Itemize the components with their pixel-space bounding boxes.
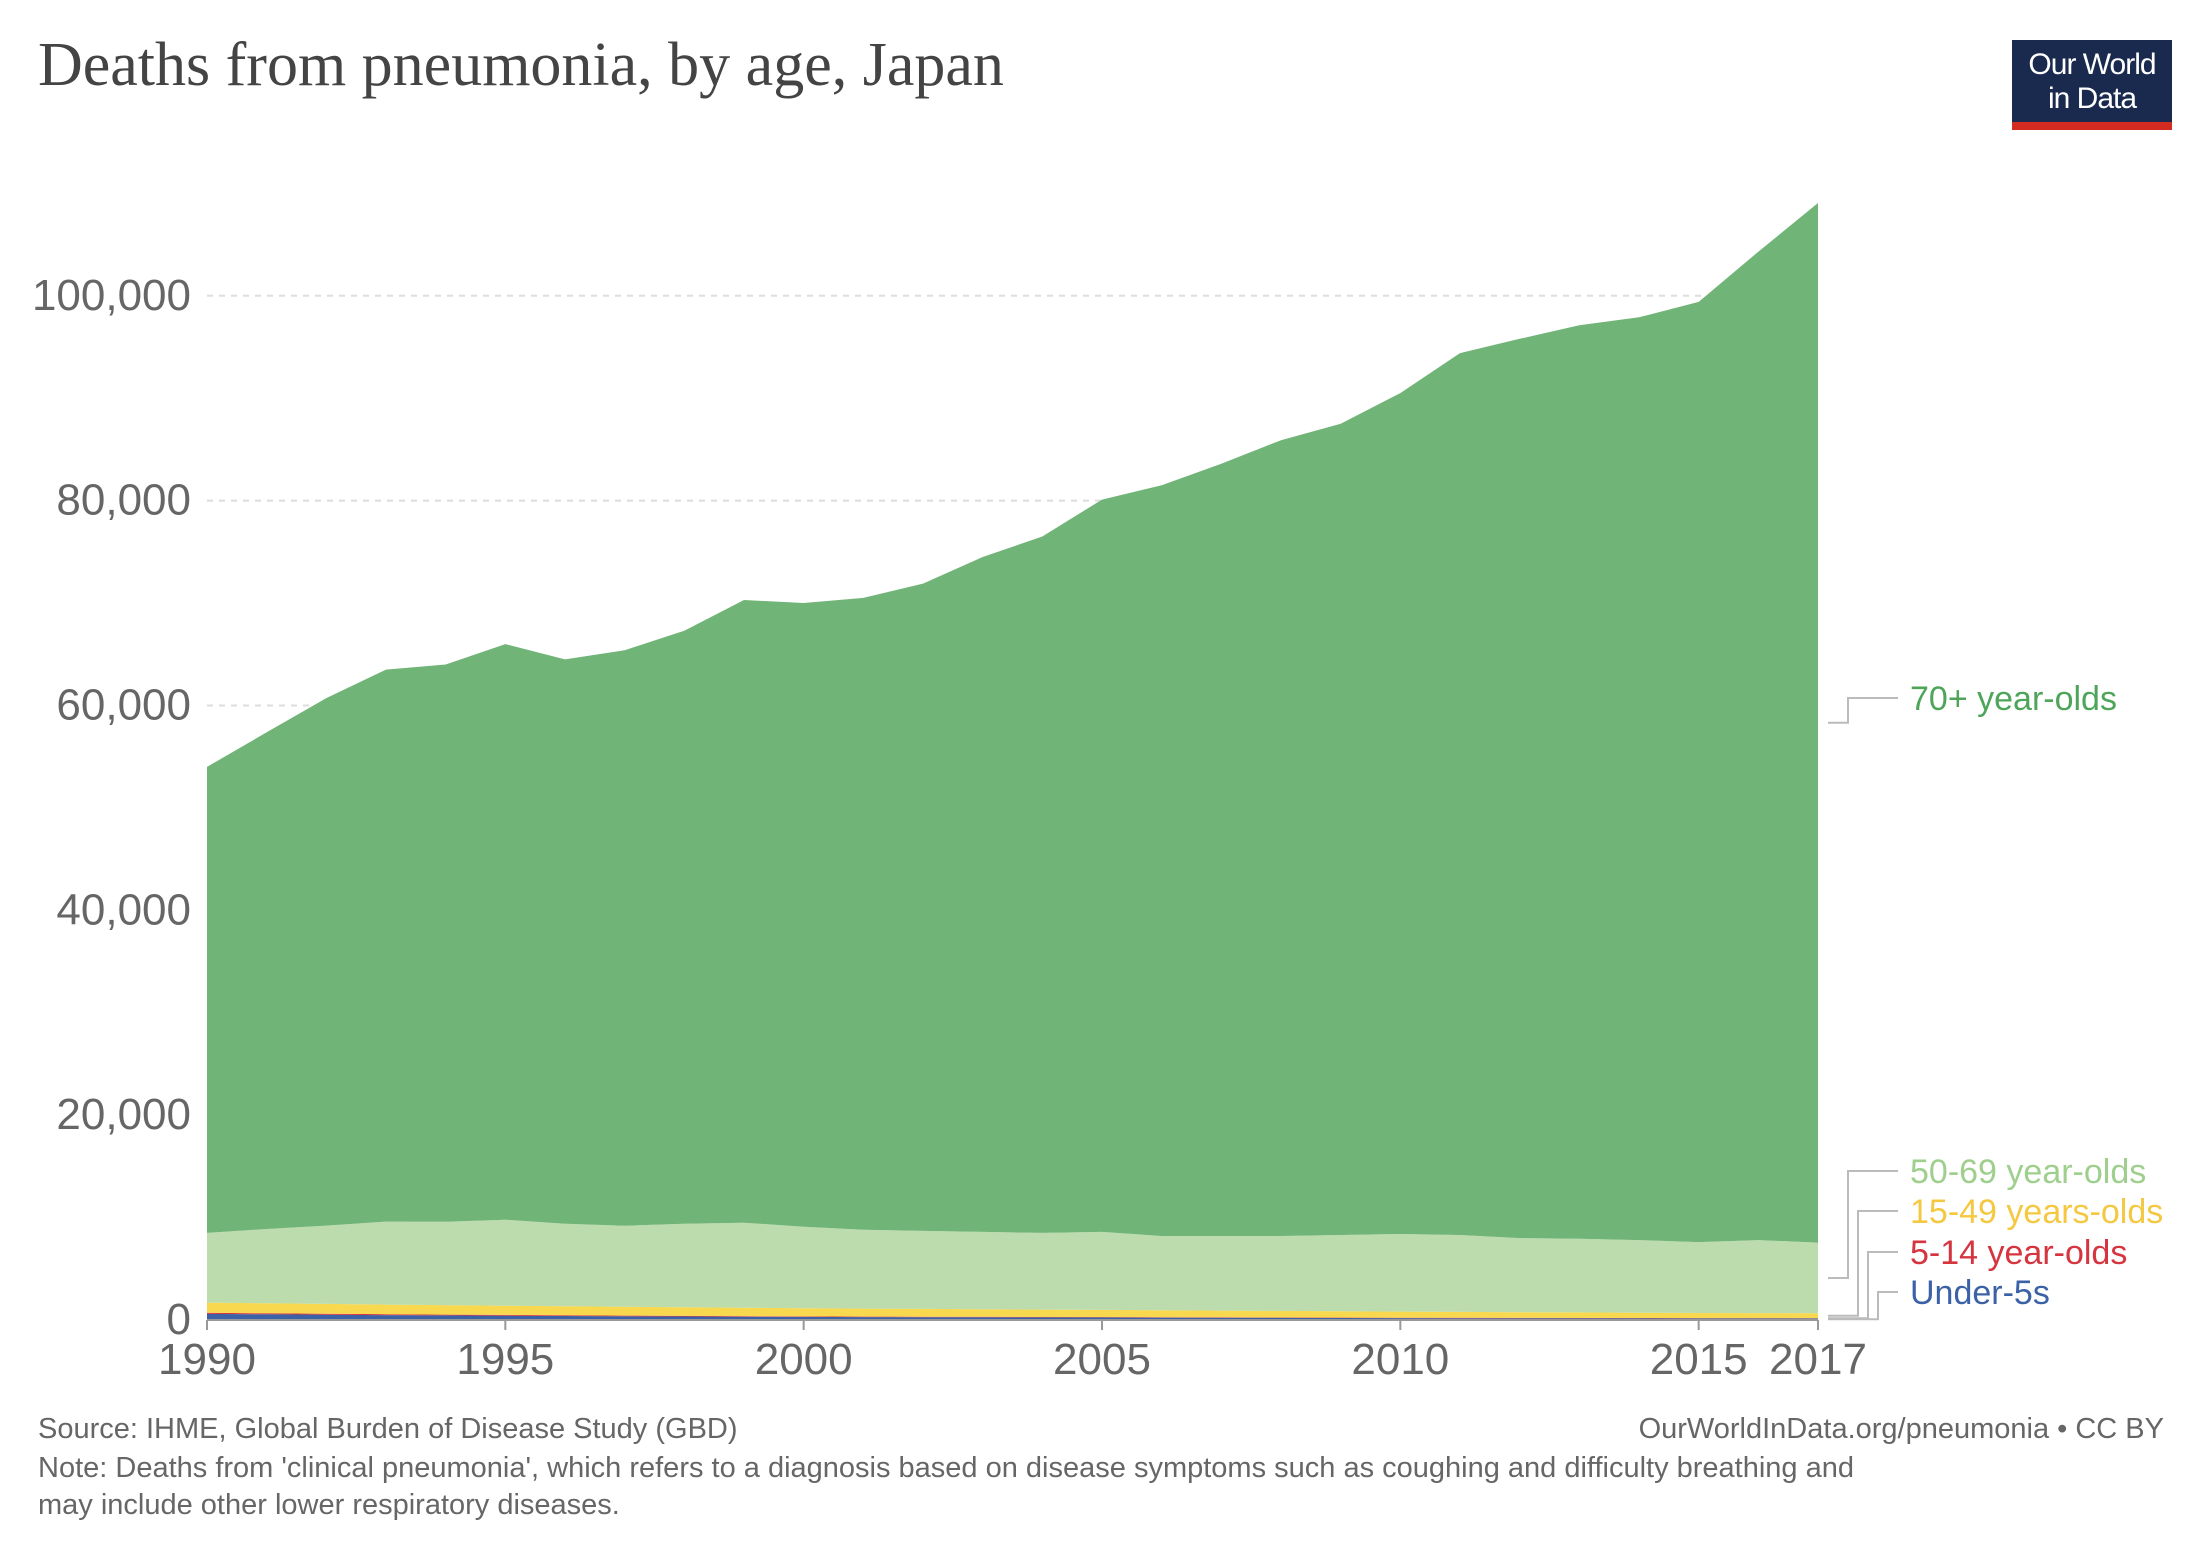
source-text: Source: IHME, Global Burden of Disease S… [38, 1413, 738, 1445]
legend-label: 70+ year-olds [1910, 680, 2117, 718]
legend-connector [1828, 1251, 1898, 1320]
x-tick-label: 2005 [1053, 1335, 1151, 1384]
area-70-year-olds [207, 203, 1818, 1243]
area-15-49-years-olds [207, 1302, 1818, 1319]
note-line-2: may include other lower respiratory dise… [38, 1489, 620, 1521]
x-tick-label: 2017 [1769, 1335, 1867, 1384]
x-tick-label: 2010 [1351, 1335, 1449, 1384]
logo-text-line1: Our World [2028, 48, 2156, 81]
area-series [207, 203, 1818, 1320]
axes: 0 20,000 40,000 60,000 80,000 100,000 1990 1995… [32, 271, 1867, 1384]
y-tick-label: 20,000 [56, 1090, 191, 1139]
legend-label: Under-5s [1910, 1274, 2050, 1312]
area-50-69-year-olds [207, 1219, 1818, 1314]
y-tick-label: 100,000 [32, 271, 191, 320]
x-tick-label: 2015 [1650, 1335, 1748, 1384]
legend-connector [1828, 1210, 1898, 1317]
stacked-area-chart: 0 20,000 40,000 60,000 80,000 100,000 1990 1995… [32, 203, 2163, 1384]
legend-connector [1828, 697, 1898, 724]
y-tick-label: 0 [167, 1295, 191, 1344]
area-under-5s [207, 1313, 1818, 1320]
url-credit[interactable]: OurWorldInData.org/pneumonia • CC BY [1638, 1413, 2164, 1445]
area-5-14-year-olds [207, 1312, 1818, 1319]
x-tick-label: 1990 [158, 1335, 256, 1384]
y-tick-label: 40,000 [56, 885, 191, 934]
legend-label: 5-14 year-olds [1910, 1234, 2127, 1272]
note-line-1: Note: Deaths from 'clinical pneumonia', … [38, 1452, 1854, 1484]
chart-title: Deaths from pneumonia, by age, Japan [38, 31, 1004, 99]
y-tick-label: 60,000 [56, 680, 191, 729]
y-tick-label: 80,000 [56, 476, 191, 525]
x-tick-label: 1995 [456, 1335, 554, 1384]
logo-text-line2: in Data [2047, 82, 2137, 115]
legend-label: 15-49 years-olds [1910, 1193, 2163, 1231]
x-tick-label: 2000 [755, 1335, 853, 1384]
legend-label: 50-69 year-olds [1910, 1153, 2146, 1191]
owid-logo[interactable]: Our World in Data [2012, 40, 2172, 130]
legend-connector [1828, 1170, 1898, 1279]
